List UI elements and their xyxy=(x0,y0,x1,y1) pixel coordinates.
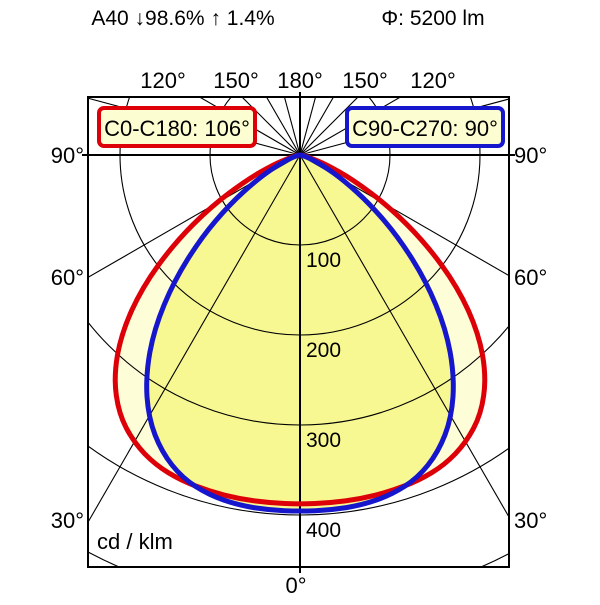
legend-c0: C0-C180: 106° xyxy=(97,106,257,148)
angle-label-right-30: 30° xyxy=(514,508,547,533)
angle-label-left-30: 30° xyxy=(51,508,84,533)
c0-curve xyxy=(112,152,488,507)
luminous-flux-label: Φ: 5200 lm xyxy=(381,7,484,30)
legend-c90: C90-C270: 90° xyxy=(345,106,505,148)
legend-c0-box xyxy=(97,106,257,148)
flux-fractions-label: A40 ↓98.6% ↑ 1.4% xyxy=(91,7,274,30)
chart-frame xyxy=(87,96,510,568)
ring-label-300: 300 xyxy=(306,429,341,452)
angle-label-top-120-left: 120° xyxy=(140,68,186,93)
angle-label-top-150-left: 150° xyxy=(213,68,259,93)
unit-label: cd / klm xyxy=(97,529,173,554)
grid-ray-upper-60 xyxy=(198,97,301,156)
angle-label-right-90: 90° xyxy=(514,143,547,168)
angle-label-bottom-0: 0° xyxy=(285,573,306,598)
angle-label-left-90: 90° xyxy=(51,143,84,168)
angle-label-top-180: 180° xyxy=(277,68,323,93)
ring-label-400: 400 xyxy=(306,519,341,542)
grid-ray-upper-60 xyxy=(299,97,402,156)
angle-label-right-60: 60° xyxy=(514,265,547,290)
legend-c90-label: C90-C270: 90° xyxy=(352,116,498,141)
c90-curve xyxy=(144,152,456,514)
legend-c90-box xyxy=(345,106,505,148)
ring-label-100: 100 xyxy=(306,249,341,272)
ring-label-200: 200 xyxy=(306,339,341,362)
angle-label-top-150-right: 150° xyxy=(342,68,388,93)
angle-label-left-60: 60° xyxy=(51,265,84,290)
angle-label-top-120-right: 120° xyxy=(410,68,456,93)
legend-c0-label: C0-C180: 106° xyxy=(104,116,250,141)
